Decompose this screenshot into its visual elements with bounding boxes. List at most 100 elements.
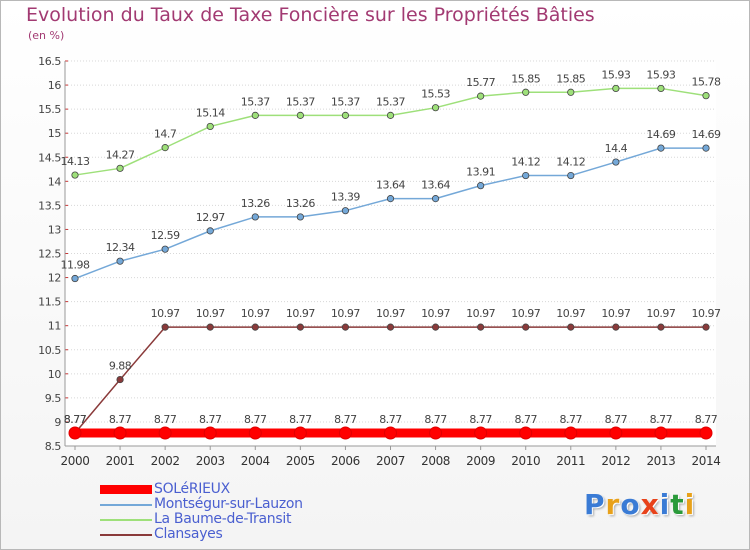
data-point-solerieux xyxy=(564,426,578,440)
y-tick-label: 9 xyxy=(54,416,61,429)
legend-label-clansayes: Clansayes xyxy=(154,526,223,542)
data-label-la-baume: 15.78 xyxy=(692,76,721,89)
data-point-solerieux xyxy=(338,426,352,440)
data-label-solerieux: 8.77 xyxy=(109,413,132,426)
data-label-la-baume: 15.85 xyxy=(556,72,585,85)
data-point-clansayes xyxy=(567,323,575,331)
x-tick-label: 2002 xyxy=(151,454,180,468)
data-label-montsegur: 13.64 xyxy=(421,179,450,192)
data-point-la-baume xyxy=(477,92,485,100)
data-point-clansayes xyxy=(431,323,440,331)
x-tick-label: 2005 xyxy=(286,454,315,468)
y-tick-label: 13 xyxy=(48,223,62,236)
data-point-la-baume xyxy=(702,92,710,100)
data-label-clansayes: 10.97 xyxy=(692,307,721,320)
legend-swatch-solerieux xyxy=(100,485,152,494)
data-point-clansayes xyxy=(116,375,124,384)
data-label-solerieux: 8.77 xyxy=(560,413,583,426)
data-label-solerieux: 8.77 xyxy=(334,413,357,426)
data-point-solerieux xyxy=(654,426,668,440)
data-point-la-baume xyxy=(116,164,124,172)
x-tick-label: 2008 xyxy=(421,454,450,468)
x-tick-label: 2014 xyxy=(692,454,721,468)
legend-label-la-baume: La Baume-de-Transit xyxy=(154,511,292,527)
data-label-montsegur: 13.91 xyxy=(466,166,495,179)
data-point-clansayes xyxy=(296,323,304,331)
data-label-clansayes: 10.97 xyxy=(196,307,225,320)
data-label-la-baume: 15.77 xyxy=(466,76,495,89)
data-point-solerieux xyxy=(248,426,262,440)
data-label-clansayes: 10.97 xyxy=(511,307,540,320)
data-point-montsegur xyxy=(161,245,169,253)
data-label-montsegur: 14.12 xyxy=(556,156,585,169)
data-point-solerieux xyxy=(68,426,82,440)
legend-swatch-montsegur xyxy=(100,504,152,506)
data-label-la-baume: 15.37 xyxy=(331,95,360,108)
data-point-solerieux xyxy=(474,426,488,440)
logo-letter: i xyxy=(684,488,696,521)
data-label-clansayes: 10.97 xyxy=(241,307,270,320)
data-label-clansayes: 8.77 xyxy=(64,413,87,426)
data-label-montsegur: 12.34 xyxy=(106,241,135,254)
data-label-solerieux: 8.77 xyxy=(605,413,628,426)
logo-letter: i xyxy=(659,488,671,521)
data-label-clansayes: 10.97 xyxy=(601,307,630,320)
x-tick-label: 2013 xyxy=(646,454,675,468)
data-label-la-baume: 15.37 xyxy=(241,95,270,108)
data-label-la-baume: 15.53 xyxy=(421,88,450,101)
data-label-clansayes: 10.97 xyxy=(376,307,405,320)
data-point-solerieux xyxy=(429,426,443,440)
data-label-solerieux: 8.77 xyxy=(424,413,447,426)
y-tick-label: 15.5 xyxy=(38,103,61,116)
logo-letter: P xyxy=(584,488,606,521)
data-label-montsegur: 13.64 xyxy=(376,179,405,192)
y-tick-label: 15 xyxy=(48,127,62,140)
logo-letter: t xyxy=(670,488,685,521)
data-label-clansayes: 10.97 xyxy=(556,307,585,320)
x-tick-label: 2000 xyxy=(61,454,90,468)
data-label-solerieux: 8.77 xyxy=(650,413,673,426)
legend-swatch-la-baume xyxy=(100,519,152,521)
data-label-montsegur: 12.97 xyxy=(196,211,225,224)
data-point-clansayes xyxy=(206,323,214,331)
data-point-montsegur xyxy=(702,144,710,152)
data-point-solerieux xyxy=(113,426,127,440)
data-point-la-baume xyxy=(206,122,214,131)
data-label-solerieux: 8.77 xyxy=(199,413,222,426)
data-point-clansayes xyxy=(522,323,530,331)
chart-title: Evolution du Taux de Taxe Foncière sur l… xyxy=(26,4,595,26)
y-tick-label: 9.5 xyxy=(45,392,62,405)
data-point-la-baume xyxy=(431,104,440,112)
data-label-montsegur: 14.69 xyxy=(646,128,675,141)
data-point-montsegur xyxy=(206,227,214,235)
data-label-solerieux: 8.77 xyxy=(695,413,718,426)
y-tick-label: 10.5 xyxy=(38,344,61,357)
data-point-la-baume xyxy=(657,84,665,93)
data-label-clansayes: 10.97 xyxy=(421,307,450,320)
x-tick-label: 2011 xyxy=(556,454,585,468)
data-point-montsegur xyxy=(116,257,124,265)
y-axis-unit-label: (en %) xyxy=(28,29,65,42)
data-label-la-baume: 15.93 xyxy=(601,68,630,81)
data-point-solerieux xyxy=(384,426,397,440)
logo-letter: o xyxy=(620,488,641,521)
x-tick-label: 2009 xyxy=(466,454,495,468)
data-point-clansayes xyxy=(702,323,710,331)
data-point-montsegur xyxy=(522,171,530,180)
data-label-montsegur: 12.59 xyxy=(151,229,180,242)
data-label-la-baume: 15.14 xyxy=(196,106,225,119)
data-point-la-baume xyxy=(296,111,304,119)
y-tick-label: 11.5 xyxy=(38,296,61,309)
x-tick-label: 2004 xyxy=(241,454,270,468)
y-tick-label: 14.5 xyxy=(38,151,61,164)
data-point-montsegur xyxy=(657,144,665,152)
data-label-montsegur: 13.26 xyxy=(286,197,315,210)
data-label-la-baume: 15.37 xyxy=(286,95,315,108)
legend-label-solerieux: SOLéRIEUX xyxy=(154,481,230,497)
data-point-montsegur xyxy=(431,195,440,203)
data-point-solerieux xyxy=(158,426,172,440)
data-point-la-baume xyxy=(522,88,530,96)
data-point-solerieux xyxy=(519,426,533,440)
data-label-clansayes: 10.97 xyxy=(331,307,360,320)
data-point-clansayes xyxy=(386,323,395,331)
